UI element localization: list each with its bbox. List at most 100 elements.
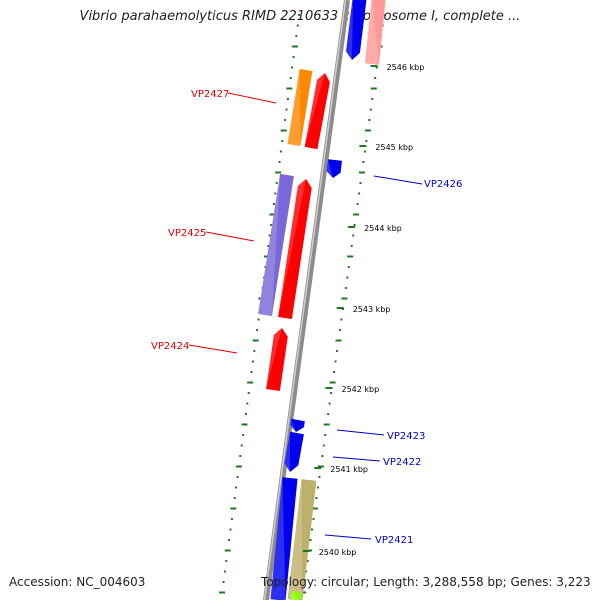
tick-dot xyxy=(335,339,342,342)
tick-dot xyxy=(295,35,298,37)
tick-dot xyxy=(242,434,245,436)
tick-dot xyxy=(365,140,368,142)
tick-dot xyxy=(225,560,228,562)
feature-vp2422[interactable] xyxy=(284,431,304,472)
tick-dot xyxy=(270,224,273,226)
tick-dot xyxy=(241,423,248,426)
feature-vp2425-purple[interactable] xyxy=(258,173,294,317)
scale-tick xyxy=(370,65,378,67)
feature-green-bottom[interactable] xyxy=(290,590,302,600)
feature-vp2426[interactable] xyxy=(326,159,342,178)
tick-dot xyxy=(327,413,330,415)
map-title: Vibrio parahaemolyticus RIMD 2210633 chr… xyxy=(79,9,521,24)
tick-dot xyxy=(323,423,330,426)
tick-dot xyxy=(236,476,239,478)
tick-dot xyxy=(239,455,242,457)
tick-dot xyxy=(291,66,294,69)
tick-dot xyxy=(289,77,292,79)
tick-dot xyxy=(359,171,365,174)
tick-dot xyxy=(359,182,362,184)
tick-dot xyxy=(269,213,276,216)
tick-dot xyxy=(247,381,254,384)
feature-red-2427b[interactable] xyxy=(304,73,330,150)
gene-label-vp2424[interactable]: VP2424 xyxy=(151,341,189,352)
tick-dot xyxy=(312,518,315,520)
gene-label-vp2425[interactable]: VP2425 xyxy=(168,228,206,239)
tick-dot xyxy=(279,150,282,153)
tick-dot xyxy=(336,350,338,352)
tick-dot xyxy=(303,581,306,583)
scale-tick xyxy=(314,467,322,469)
gene-label-vp2426[interactable]: VP2426 xyxy=(424,179,462,190)
tick-dot xyxy=(317,465,324,468)
tick-dot xyxy=(328,402,331,405)
tick-dot xyxy=(251,360,254,363)
tick-dot xyxy=(286,87,293,90)
tick-dot xyxy=(352,234,355,237)
gene-label-vp2427[interactable]: VP2427 xyxy=(191,89,229,100)
tick-dot xyxy=(278,161,281,163)
tick-dot xyxy=(341,297,348,300)
feature-pink-top[interactable] xyxy=(365,0,386,65)
scale-tick-label: 2545 kbp xyxy=(375,143,413,152)
tick-dot xyxy=(311,528,313,531)
tick-dot xyxy=(353,224,356,226)
scale-tick xyxy=(302,550,310,552)
gene-leader-line xyxy=(332,456,381,462)
tick-dot xyxy=(374,77,377,79)
feature-vp2424[interactable] xyxy=(266,328,288,391)
tick-dot xyxy=(350,245,353,247)
tick-dot xyxy=(235,465,242,468)
tick-dot xyxy=(229,528,232,531)
feature-tan[interactable] xyxy=(287,479,317,600)
gene-label-vp2422[interactable]: VP2422 xyxy=(383,457,421,468)
tick-layer: 2546 kbp 2545 kbp 2544 kbp 2543 kbp 2542 kbp… xyxy=(302,63,425,557)
feature-vp2421-blue[interactable] xyxy=(270,477,298,600)
tick-dot xyxy=(240,444,243,447)
tick-dot xyxy=(344,287,347,289)
tick-dot xyxy=(280,129,287,132)
scale-tick-label: 2542 kbp xyxy=(342,385,380,394)
accession-text: Accession: NC_004603 xyxy=(9,575,146,589)
tick-dot xyxy=(311,507,318,510)
tick-dot xyxy=(246,402,249,405)
tick-dot xyxy=(346,276,349,279)
tick-dot xyxy=(233,497,236,499)
gene-leader-line xyxy=(188,344,238,354)
tick-dot xyxy=(235,486,238,489)
backbone-layer xyxy=(263,0,350,600)
scale-tick-label: 2540 kbp xyxy=(319,548,357,557)
tick-dot xyxy=(324,434,327,436)
tick-dot xyxy=(316,486,319,489)
gene-label-vp2421[interactable]: VP2421 xyxy=(375,535,413,546)
tick-dot xyxy=(272,203,275,205)
scale-tick-label: 2543 kbp xyxy=(353,305,391,314)
scale-tick-label: 2546 kbp xyxy=(387,63,425,72)
tick-dot xyxy=(338,329,341,331)
tick-dot xyxy=(292,56,295,58)
tick-dot xyxy=(298,14,301,16)
tick-dot xyxy=(369,108,372,111)
tick-dot xyxy=(375,66,378,69)
feature-vp2423[interactable] xyxy=(290,418,305,432)
tick-dot xyxy=(263,255,270,258)
tick-dot xyxy=(334,360,337,363)
tick-dot xyxy=(347,255,354,258)
gene-leader-line xyxy=(205,231,255,242)
tick-dot xyxy=(321,455,324,457)
feature-vp2427-orange[interactable] xyxy=(287,69,313,146)
tick-dot xyxy=(228,539,231,541)
tick-dot xyxy=(370,87,377,90)
tick-dot xyxy=(296,24,299,27)
tick-dot xyxy=(275,171,282,174)
feature-blue-top[interactable] xyxy=(346,0,367,60)
gene-leader-line xyxy=(373,175,423,185)
topology-text: Topology: circular; Length: 3,288,558 bp… xyxy=(261,575,591,589)
gene-label-vp2423[interactable]: VP2423 xyxy=(387,431,425,442)
scale-tick xyxy=(325,387,333,389)
tick-dot xyxy=(230,518,233,520)
gene-leader-line xyxy=(227,92,277,104)
tick-dot xyxy=(353,213,360,216)
feature-red-2425b[interactable] xyxy=(278,179,312,319)
